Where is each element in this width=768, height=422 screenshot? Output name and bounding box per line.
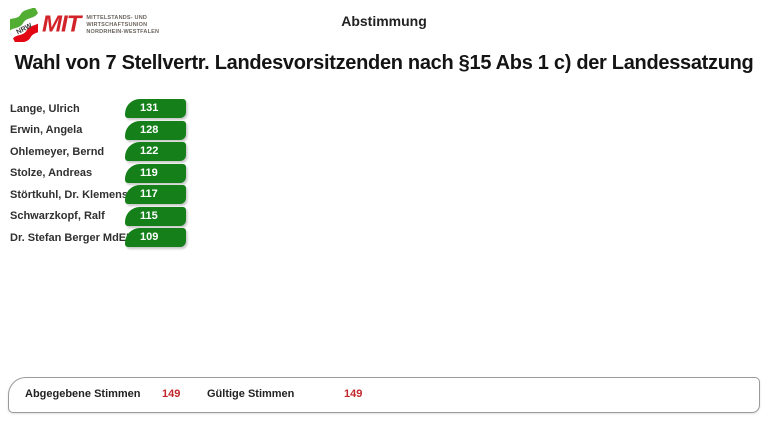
result-row: Erwin, Angela 128 bbox=[10, 120, 186, 140]
vote-bar: 131 bbox=[125, 99, 186, 118]
vote-count: 109 bbox=[140, 231, 159, 243]
vote-bar: 122 bbox=[125, 142, 186, 161]
vote-count: 117 bbox=[140, 188, 158, 200]
vote-heading: Wahl von 7 Stellvertr. Landesvorsitzende… bbox=[14, 52, 754, 74]
candidate-name: Störtkuhl, Dr. Klemens bbox=[10, 188, 128, 201]
mit-subtitle-line-2: WIRTSCHAFTSUNION bbox=[86, 22, 148, 28]
vote-count: 122 bbox=[140, 145, 159, 157]
valid-votes-value: 149 bbox=[344, 388, 363, 400]
vote-bar: 128 bbox=[125, 120, 186, 140]
mit-brand-text: MIT bbox=[42, 11, 81, 38]
result-row: Ohlemeyer, Bernd 122 bbox=[10, 142, 186, 161]
result-row: Störtkuhl, Dr. Klemens 117 bbox=[10, 185, 186, 204]
vote-count: 115 bbox=[140, 209, 158, 222]
vote-count: 128 bbox=[140, 123, 159, 136]
vote-count: 131 bbox=[140, 102, 159, 114]
candidate-name: Schwarzkopf, Ralf bbox=[10, 210, 105, 222]
mit-brand-subtitle: MITTELSTANDS- UND WIRTSCHAFTSUNION NORDR… bbox=[86, 15, 159, 35]
page-title: Abstimmung bbox=[341, 13, 427, 29]
mit-subtitle-line-3: NORDRHEIN-WESTFALEN bbox=[86, 29, 160, 35]
vote-results-chart: Lange, Ulrich 131 Erwin, Angela 128 Ohle… bbox=[10, 99, 186, 250]
candidate-name: Dr. Stefan Berger MdEP bbox=[10, 231, 134, 244]
result-row: Dr. Stefan Berger MdEP 109 bbox=[10, 228, 186, 247]
nrw-flag-icon: NRW bbox=[10, 8, 38, 42]
cast-votes-label: Abgegebene Stimmen bbox=[25, 388, 141, 400]
mit-subtitle-line-1: MITTELSTANDS- UND bbox=[86, 15, 148, 21]
candidate-name: Erwin, Angela bbox=[10, 124, 83, 136]
cast-votes-value: 149 bbox=[162, 388, 181, 400]
vote-bar: 117 bbox=[125, 185, 186, 204]
valid-votes-label: Gültige Stimmen bbox=[207, 388, 295, 400]
mit-nrw-logo: NRW MIT MITTELSTANDS- UND WIRTSCHAFTSUNI… bbox=[10, 7, 159, 43]
result-row: Stolze, Andreas 119 bbox=[10, 163, 186, 183]
vote-bar: 115 bbox=[125, 206, 186, 226]
result-row: Lange, Ulrich 131 bbox=[10, 99, 186, 118]
vote-bar: 109 bbox=[125, 228, 186, 247]
vote-bar: 119 bbox=[125, 163, 186, 183]
vote-count: 119 bbox=[140, 166, 158, 179]
candidate-name: Lange, Ulrich bbox=[10, 102, 80, 115]
candidate-name: Ohlemeyer, Bernd bbox=[10, 145, 105, 158]
result-row: Schwarzkopf, Ralf 115 bbox=[10, 206, 186, 226]
vote-summary-box: Abgegebene Stimmen 149 Gültige Stimmen 1… bbox=[8, 377, 760, 413]
candidate-name: Stolze, Andreas bbox=[10, 167, 93, 179]
